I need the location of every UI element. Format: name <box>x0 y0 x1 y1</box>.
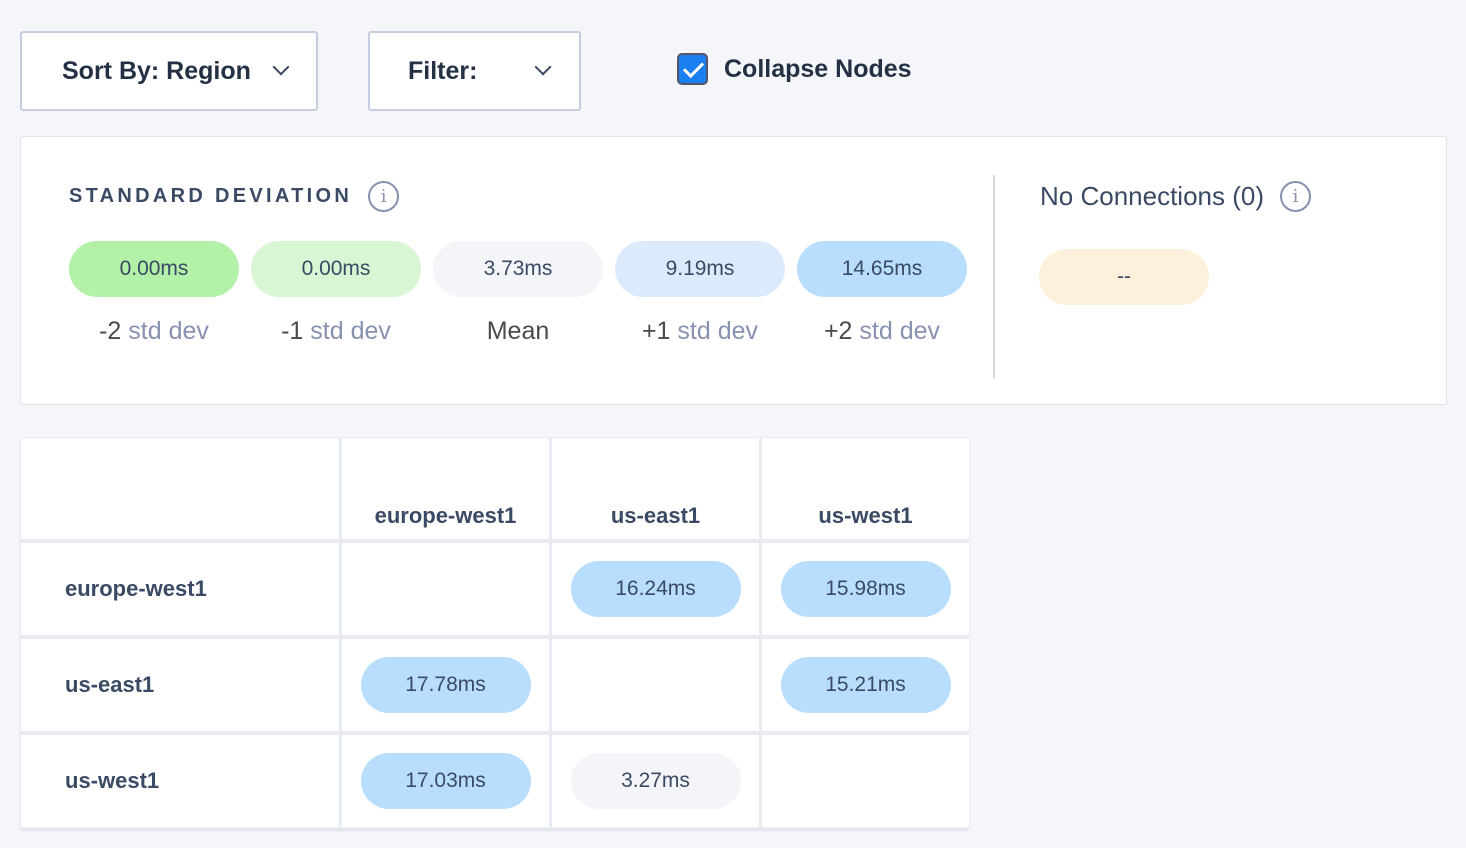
row-header: us-east1 <box>21 639 339 731</box>
sort-by-label: Sort By: Region <box>62 56 251 85</box>
matrix-cell: 16.24ms <box>552 543 759 635</box>
legend-label-text: std dev <box>121 317 209 345</box>
matrix-cell <box>342 543 549 635</box>
matrix-cell <box>762 735 969 827</box>
column-header-label: us-east1 <box>610 503 701 528</box>
latency-matrix: europe-west1 us-east1 us-west1 europe-west1… <box>20 437 969 829</box>
legend-label-sign: +1 <box>641 317 671 345</box>
legend-label: -2 std dev <box>69 317 239 346</box>
no-connections-pill: -- <box>1039 249 1209 305</box>
row-header-label: europe-west1 <box>65 576 207 601</box>
latency-pill[interactable]: 17.03ms <box>360 753 531 809</box>
latency-pill[interactable]: 15.98ms <box>780 561 951 617</box>
latency-pill[interactable]: 16.24ms <box>570 561 741 617</box>
legend-label: +2 std dev <box>797 317 967 346</box>
legend-item: 3.73ms Mean <box>433 241 603 346</box>
legend-label-text: std dev <box>303 317 391 345</box>
legend-label-sign: Mean <box>486 317 550 345</box>
legend-panel: STANDARD DEVIATION i 0.00ms -2 std dev 0.00… <box>20 136 1447 405</box>
latency-pill[interactable]: 3.27ms <box>570 753 741 809</box>
chevron-down-icon <box>534 58 552 76</box>
collapse-nodes-label: Collapse Nodes <box>724 54 912 83</box>
column-header: us-west1 <box>762 438 969 539</box>
legend-value-pill: 3.73ms <box>433 241 603 297</box>
legend-item: 14.65ms +2 std dev <box>797 241 967 346</box>
column-header-label: europe-west1 <box>374 503 517 528</box>
legend-item: 0.00ms -1 std dev <box>251 241 421 346</box>
legend-label-text: std dev <box>670 317 759 345</box>
legend-value-pill: 0.00ms <box>251 241 421 297</box>
collapse-nodes-checkbox[interactable] <box>677 53 708 85</box>
legend-item: 0.00ms -2 std dev <box>69 241 239 346</box>
legend-label-sign: -2 <box>99 317 122 345</box>
legend-label: Mean <box>433 317 603 346</box>
row-header-label: us-east1 <box>65 672 155 697</box>
matrix-cell: 17.03ms <box>342 735 549 827</box>
legend-label-sign: +2 <box>823 317 853 345</box>
matrix-cell: 3.27ms <box>552 735 759 827</box>
latency-pill[interactable]: 15.21ms <box>780 657 951 713</box>
no-connections-header: No Connections (0) i <box>1040 181 1311 212</box>
sort-by-dropdown[interactable]: Sort By: Region <box>20 31 318 111</box>
matrix-cell: 17.78ms <box>342 639 549 731</box>
legend-value-pill: 0.00ms <box>69 241 239 297</box>
info-icon[interactable]: i <box>1280 181 1311 212</box>
divider <box>993 175 995 378</box>
legend-title: STANDARD DEVIATION <box>69 185 353 207</box>
column-header: us-east1 <box>552 438 759 539</box>
collapse-nodes-toggle[interactable]: Collapse Nodes <box>677 53 912 85</box>
matrix-cell <box>552 639 759 731</box>
corner-cell <box>21 438 339 539</box>
chevron-down-icon <box>272 58 290 76</box>
latency-pill[interactable]: 17.78ms <box>360 657 531 713</box>
legend-title-row: STANDARD DEVIATION i <box>69 181 400 212</box>
legend-label: -1 std dev <box>251 317 421 346</box>
no-connections-label: No Connections (0) <box>1040 181 1264 211</box>
legend-label: +1 std dev <box>615 317 785 346</box>
legend-scale: 0.00ms -2 std dev 0.00ms -1 std dev 3.73ms Me… <box>69 241 967 346</box>
column-header-label: us-west1 <box>818 503 913 528</box>
row-header: europe-west1 <box>21 543 339 635</box>
matrix-cell: 15.98ms <box>762 543 969 635</box>
filter-dropdown[interactable]: Filter: <box>368 31 581 111</box>
legend-value-pill: 14.65ms <box>797 241 967 297</box>
info-icon[interactable]: i <box>368 181 400 212</box>
matrix-cell: 15.21ms <box>762 639 969 731</box>
filter-label: Filter: <box>408 56 478 85</box>
legend-label-text: std dev <box>852 317 941 345</box>
row-header: us-west1 <box>21 735 339 827</box>
legend-label-sign: -1 <box>281 317 304 345</box>
row-header-label: us-west1 <box>65 768 160 793</box>
column-header: europe-west1 <box>342 438 549 539</box>
legend-value-pill: 9.19ms <box>615 241 785 297</box>
legend-item: 9.19ms +1 std dev <box>615 241 785 346</box>
